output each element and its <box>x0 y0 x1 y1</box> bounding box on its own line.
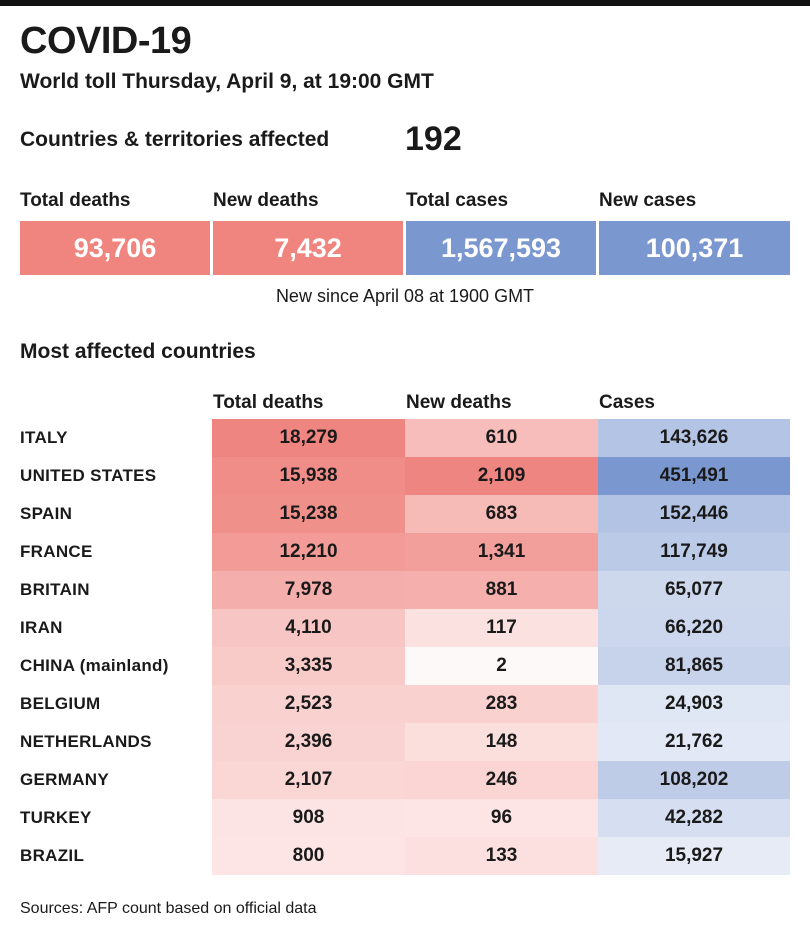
cases-cell: 143,626 <box>598 419 790 457</box>
country-name: UNITED STATES <box>20 466 157 485</box>
total-deaths-cell: 2,396 <box>212 723 405 761</box>
country-name: TURKEY <box>20 808 92 827</box>
total-deaths-cell: 4,110 <box>212 609 405 647</box>
country-name: IRAN <box>20 618 63 637</box>
table-row: FRANCE 12,210 1,341 117,749 <box>0 533 810 571</box>
new-deaths-cell: 246 <box>405 761 598 799</box>
country-name: BELGIUM <box>20 694 101 713</box>
cases-cell: 108,202 <box>598 761 790 799</box>
new-deaths-cell: 2,109 <box>405 457 598 495</box>
column-header-cases: Cases <box>599 392 655 413</box>
summary-value-new-deaths: 7,432 <box>213 221 403 275</box>
table-row: ITALY 18,279 610 143,626 <box>0 419 810 457</box>
table-row: CHINA (mainland) 3,335 2 81,865 <box>0 647 810 685</box>
table-row: BELGIUM 2,523 283 24,903 <box>0 685 810 723</box>
column-header-total-deaths: Total deaths <box>213 392 324 413</box>
cases-cell: 24,903 <box>598 685 790 723</box>
country-name: FRANCE <box>20 542 93 561</box>
cases-cell: 21,762 <box>598 723 790 761</box>
new-deaths-cell: 283 <box>405 685 598 723</box>
country-name: GERMANY <box>20 770 109 789</box>
total-deaths-cell: 3,335 <box>212 647 405 685</box>
new-deaths-cell: 683 <box>405 495 598 533</box>
total-deaths-cell: 15,238 <box>212 495 405 533</box>
new-deaths-cell: 610 <box>405 419 598 457</box>
country-name: BRITAIN <box>20 580 90 599</box>
affected-label: Countries & territories affected <box>20 128 330 151</box>
total-deaths-cell: 2,523 <box>212 685 405 723</box>
new-deaths-cell: 2 <box>405 647 598 685</box>
source-note: Sources: AFP count based on official dat… <box>20 900 317 917</box>
country-name: SPAIN <box>20 504 73 523</box>
total-deaths-cell: 7,978 <box>212 571 405 609</box>
affected-value: 192 <box>405 120 462 158</box>
table-row: IRAN 4,110 117 66,220 <box>0 609 810 647</box>
total-deaths-cell: 2,107 <box>212 761 405 799</box>
cases-cell: 65,077 <box>598 571 790 609</box>
top-rule <box>0 0 810 6</box>
total-deaths-cell: 800 <box>212 837 405 875</box>
cases-cell: 66,220 <box>598 609 790 647</box>
total-deaths-cell: 15,938 <box>212 457 405 495</box>
table-row: TURKEY 908 96 42,282 <box>0 799 810 837</box>
cases-cell: 117,749 <box>598 533 790 571</box>
page-title: COVID-19 <box>20 20 192 62</box>
new-deaths-cell: 1,341 <box>405 533 598 571</box>
table-row: BRAZIL 800 133 15,927 <box>0 837 810 875</box>
summary-label-total-cases: Total cases <box>406 190 509 211</box>
cases-cell: 152,446 <box>598 495 790 533</box>
summary-label-new-deaths: New deaths <box>213 190 319 211</box>
table-row: NETHERLANDS 2,396 148 21,762 <box>0 723 810 761</box>
cases-cell: 451,491 <box>598 457 790 495</box>
summary-value-total-deaths: 93,706 <box>20 221 210 275</box>
summary-value-total-cases: 1,567,593 <box>406 221 596 275</box>
new-deaths-cell: 117 <box>405 609 598 647</box>
page-subtitle: World toll Thursday, April 9, at 19:00 G… <box>20 70 434 93</box>
new-deaths-cell: 96 <box>405 799 598 837</box>
cases-cell: 15,927 <box>598 837 790 875</box>
country-name: CHINA (mainland) <box>20 656 169 675</box>
summary-label-total-deaths: Total deaths <box>20 190 131 211</box>
new-deaths-cell: 133 <box>405 837 598 875</box>
country-name: BRAZIL <box>20 846 85 865</box>
table-title: Most affected countries <box>20 340 256 363</box>
table-row: SPAIN 15,238 683 152,446 <box>0 495 810 533</box>
summary-label-new-cases: New cases <box>599 190 697 211</box>
cases-cell: 42,282 <box>598 799 790 837</box>
total-deaths-cell: 18,279 <box>212 419 405 457</box>
total-deaths-cell: 908 <box>212 799 405 837</box>
table-row: BRITAIN 7,978 881 65,077 <box>0 571 810 609</box>
country-name: NETHERLANDS <box>20 732 152 751</box>
new-deaths-cell: 148 <box>405 723 598 761</box>
column-header-new-deaths: New deaths <box>406 392 512 413</box>
new-deaths-cell: 881 <box>405 571 598 609</box>
summary-value-new-cases: 100,371 <box>599 221 790 275</box>
summary-note: New since April 08 at 1900 GMT <box>275 286 535 306</box>
total-deaths-cell: 12,210 <box>212 533 405 571</box>
table-row: GERMANY 2,107 246 108,202 <box>0 761 810 799</box>
table-row: UNITED STATES 15,938 2,109 451,491 <box>0 457 810 495</box>
cases-cell: 81,865 <box>598 647 790 685</box>
country-name: ITALY <box>20 428 68 447</box>
